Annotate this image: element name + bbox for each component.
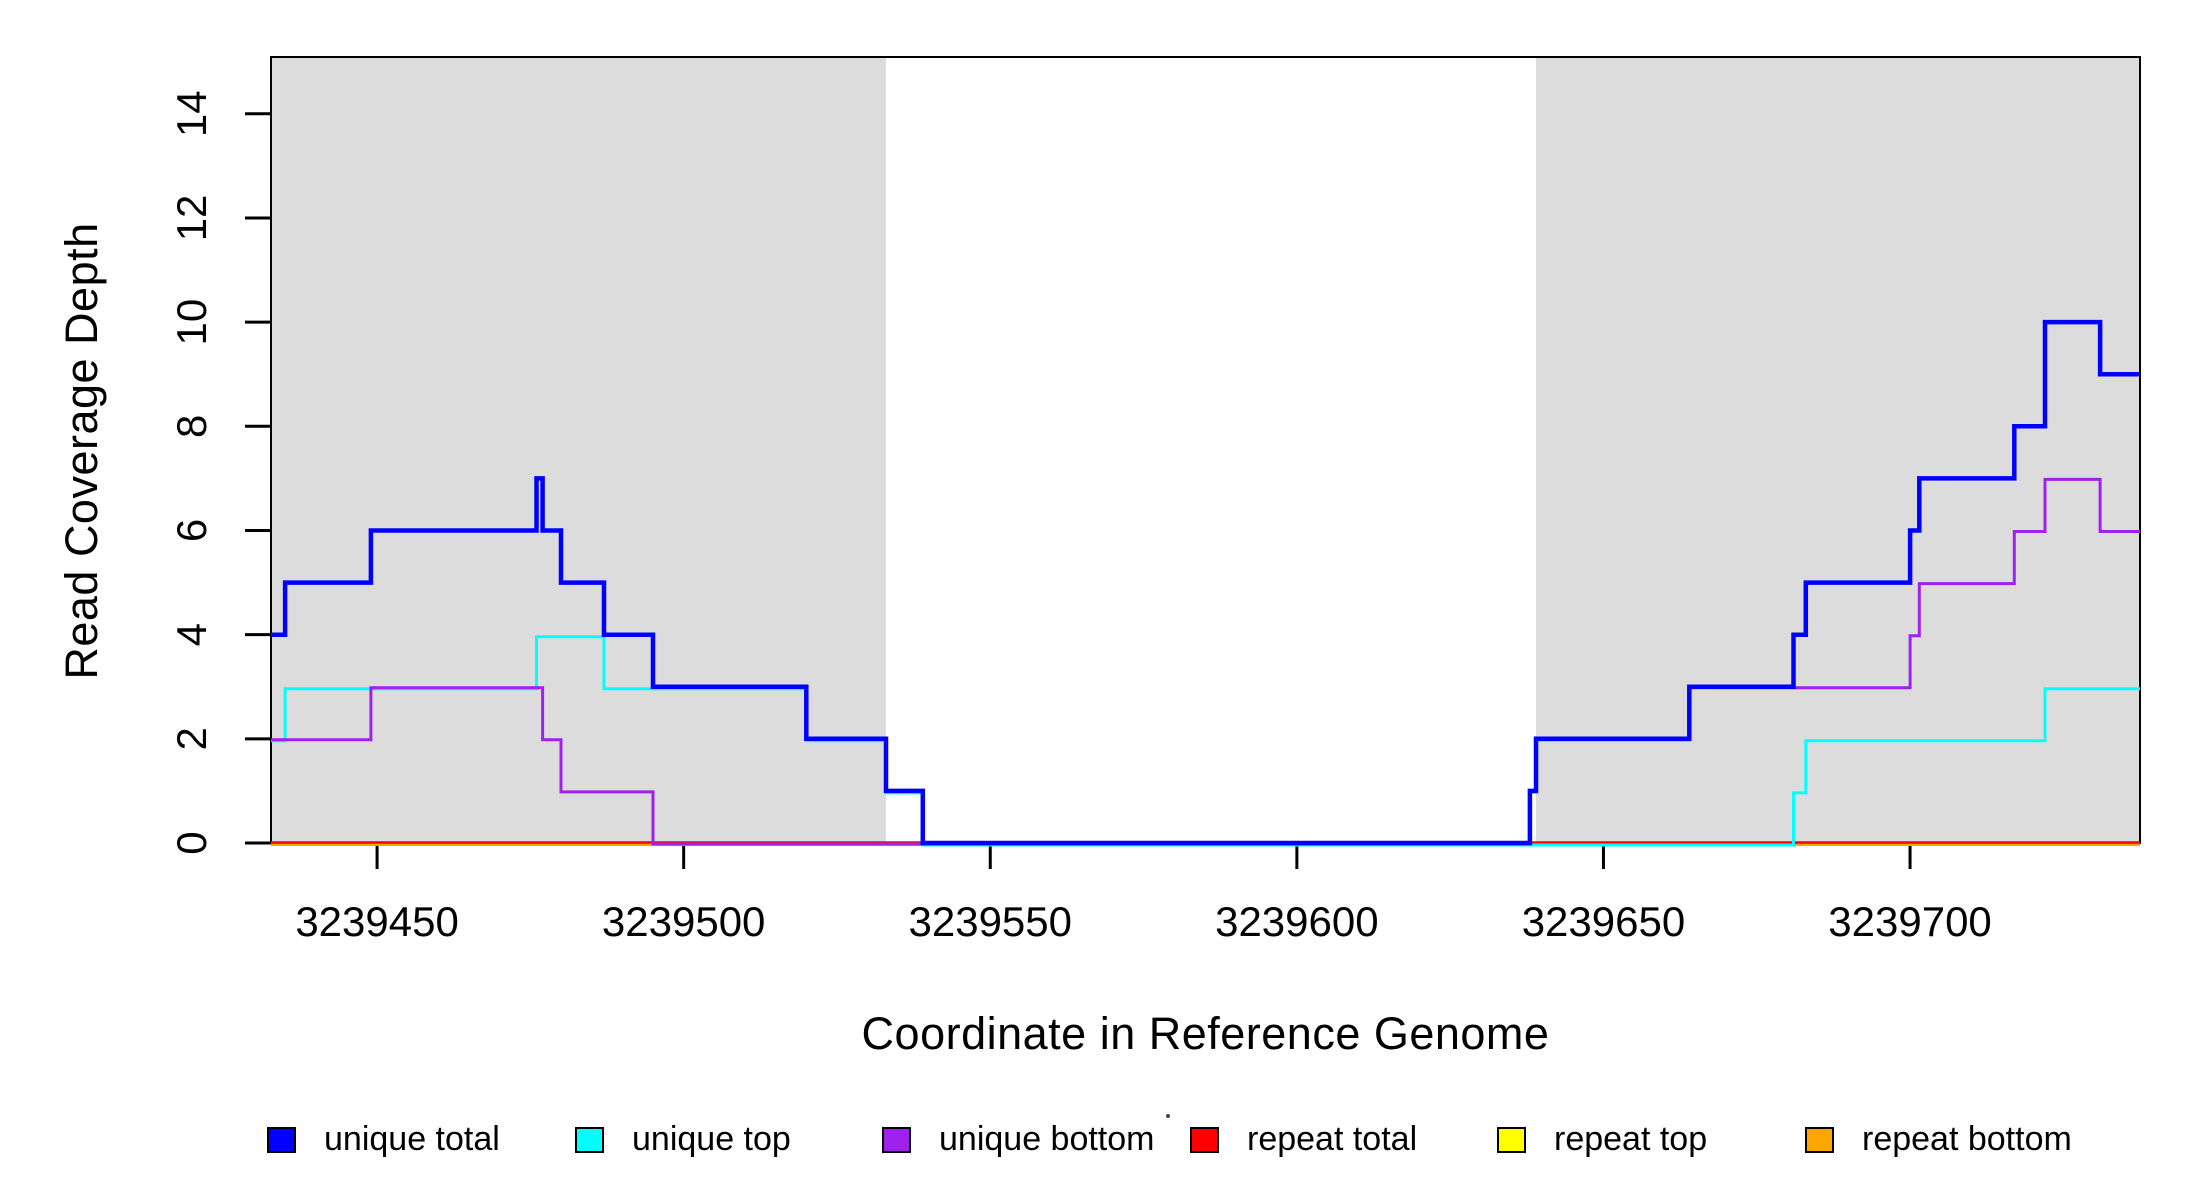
legend-swatch-icon xyxy=(882,1126,911,1153)
legend-swatch-icon xyxy=(267,1126,296,1153)
unique-region-right-shading xyxy=(1536,57,2140,843)
y-tick-label: 4 xyxy=(168,623,215,646)
x-tick-label: 3239500 xyxy=(602,898,766,945)
legend-label: repeat top xyxy=(1554,1120,1708,1158)
y-tick-label: 14 xyxy=(168,90,215,137)
y-tick-label: 6 xyxy=(168,519,215,542)
y-tick-label: 2 xyxy=(168,727,215,750)
legend: unique total unique top unique bottom repea… xyxy=(0,1118,2200,1178)
x-tick-label: 3239600 xyxy=(1215,898,1379,945)
y-tick-label: 10 xyxy=(168,299,215,346)
legend-label: unique bottom xyxy=(939,1120,1155,1158)
legend-swatch-icon xyxy=(1805,1126,1834,1153)
unique-region-left-shading xyxy=(271,57,887,843)
legend-label: unique total xyxy=(324,1120,500,1158)
legend-item-repeat-top: repeat top xyxy=(1497,1120,1707,1159)
legend-item-repeat-bottom: repeat bottom xyxy=(1805,1120,2072,1159)
stray-dot xyxy=(1166,1114,1170,1118)
legend-item-repeat-total: repeat total xyxy=(1190,1120,1417,1159)
x-tick-label: 3239450 xyxy=(295,898,459,945)
legend-swatch-icon xyxy=(1497,1126,1526,1153)
legend-label: repeat bottom xyxy=(1862,1120,2072,1158)
legend-item-unique-bottom: unique bottom xyxy=(882,1120,1155,1159)
legend-label: repeat total xyxy=(1247,1120,1418,1158)
x-tick-label: 3239700 xyxy=(1828,898,1992,945)
legend-item-unique-total: unique total xyxy=(267,1120,500,1159)
y-tick-label: 12 xyxy=(168,195,215,242)
legend-swatch-icon xyxy=(575,1126,604,1153)
y-tick-label: 8 xyxy=(168,415,215,438)
series-unique-total xyxy=(271,319,2140,846)
legend-item-unique-top: unique top xyxy=(575,1120,791,1159)
y-axis-title: Read Coverage Depth xyxy=(56,222,107,680)
x-axis-title: Coordinate in Reference Genome xyxy=(861,1008,1550,1059)
legend-swatch-icon xyxy=(1190,1126,1219,1153)
y-tick-label: 0 xyxy=(168,831,215,854)
x-tick-label: 3239550 xyxy=(909,898,1073,945)
x-tick-label: 3239650 xyxy=(1522,898,1686,945)
legend-label: unique top xyxy=(632,1120,791,1158)
